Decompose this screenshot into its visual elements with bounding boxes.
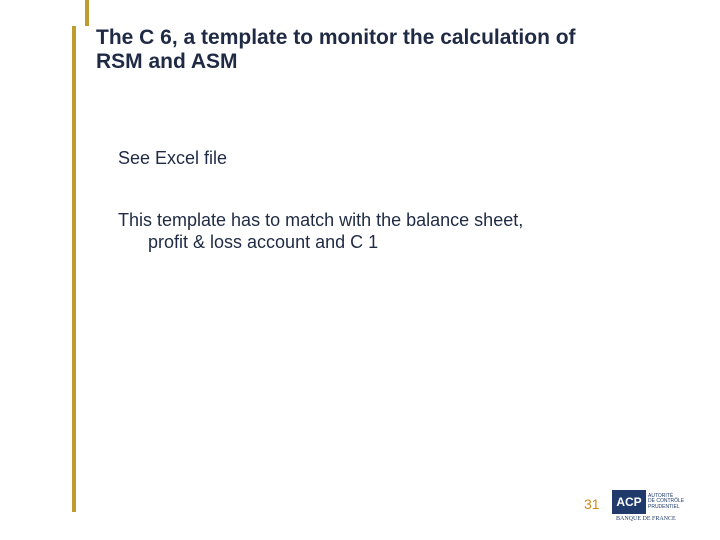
body-line-3: profit & loss account and C 1 bbox=[148, 232, 378, 253]
acp-logo-icon: ACP bbox=[612, 490, 646, 514]
brand-logo: ACP AUTORITÉ DE CONTRÔLE PRUDENTIEL bbox=[612, 490, 684, 514]
brand-logo-subtext: BANQUE DE FRANCE bbox=[616, 516, 676, 522]
body-line-2: This template has to match with the bala… bbox=[118, 210, 523, 231]
body-line-1: See Excel file bbox=[118, 148, 227, 169]
title-line-1: The C 6, a template to monitor the calcu… bbox=[96, 26, 576, 49]
brand-logo-label: AUTORITÉ DE CONTRÔLE PRUDENTIEL bbox=[648, 494, 684, 510]
accent-bar-left bbox=[72, 26, 76, 512]
page-number: 31 bbox=[584, 496, 600, 512]
logo-label-line3: PRUDENTIEL bbox=[648, 504, 680, 510]
accent-bar-top bbox=[85, 0, 89, 26]
title-line-2: RSM and ASM bbox=[96, 50, 238, 73]
slide-title: The C 6, a template to monitor the calcu… bbox=[96, 26, 576, 74]
slide: The C 6, a template to monitor the calcu… bbox=[0, 0, 720, 540]
